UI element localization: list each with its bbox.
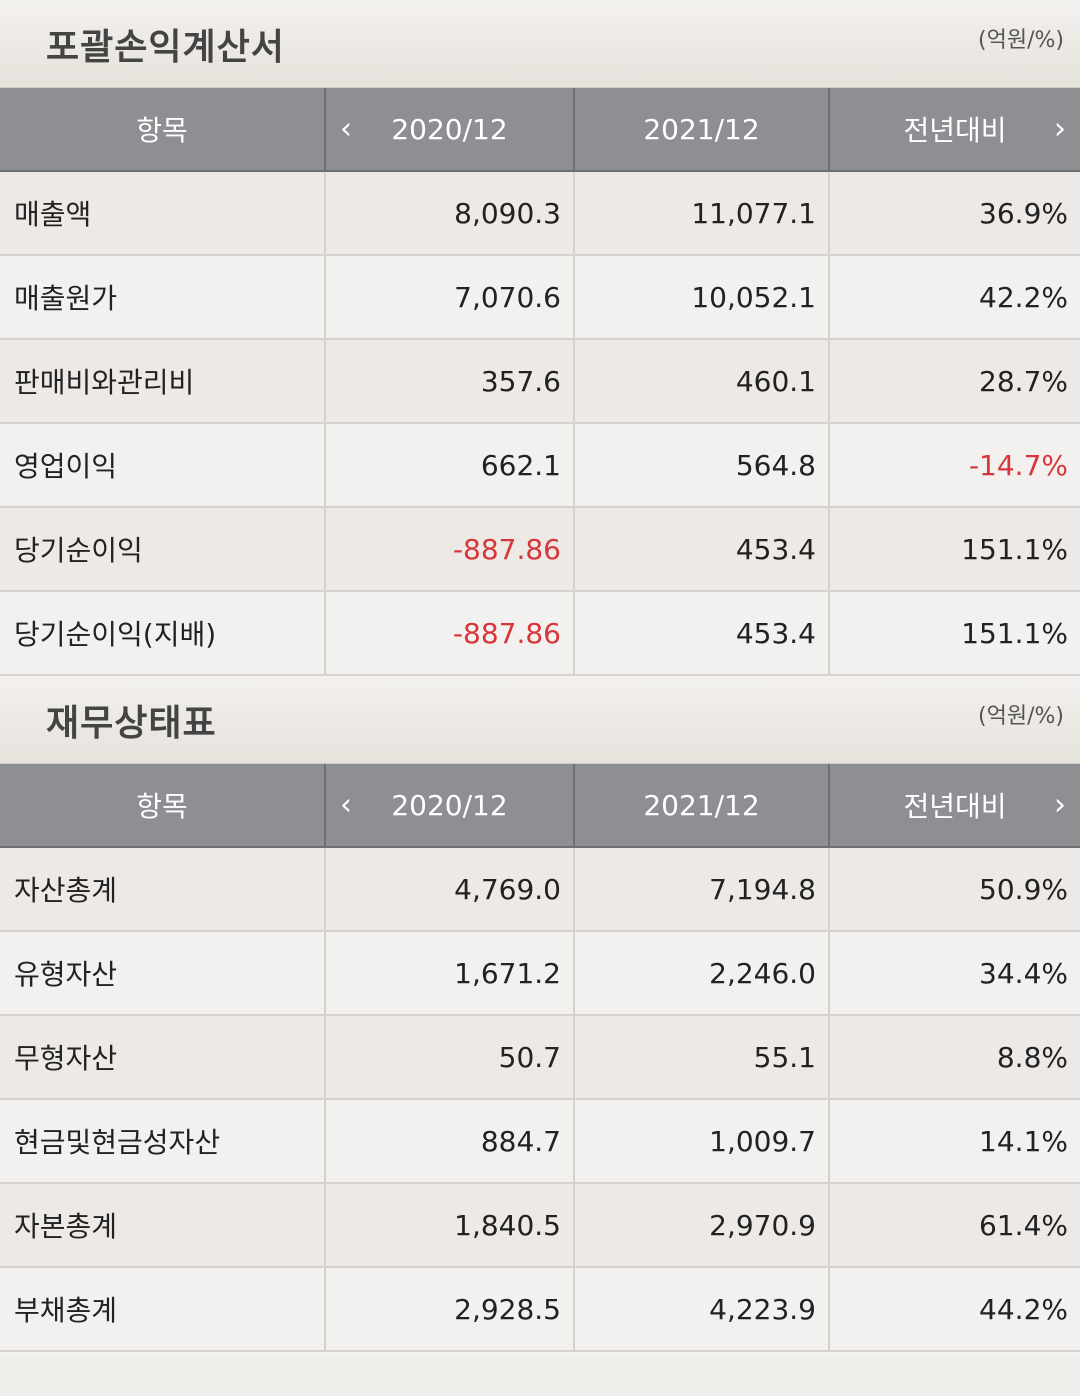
value-2021: 564.8	[573, 423, 829, 508]
table-row: 자산총계 4,769.0 7,194.8 50.9%	[0, 847, 1080, 932]
table-row: 부채총계 2,928.5 4,223.9 44.2%	[0, 1267, 1080, 1352]
table-row: 현금및현금성자산 884.7 1,009.7 14.1%	[0, 1099, 1080, 1184]
table-row: 무형자산 50.7 55.1 8.8%	[0, 1015, 1080, 1100]
value-yoy: 151.1%	[828, 591, 1080, 676]
value-2020: 1,840.5	[324, 1183, 574, 1268]
value-yoy: 50.9%	[828, 847, 1080, 932]
header-yoy: 전년대비 ›	[828, 764, 1080, 848]
balance-section-header: 재무상태표 (억원/%)	[0, 676, 1080, 764]
header-2021-label: 2021/12	[643, 788, 760, 822]
value-yoy: 8.8%	[828, 1015, 1080, 1100]
income-section-header: 포괄손익계산서 (억원/%)	[0, 0, 1080, 88]
value-yoy: 42.2%	[828, 255, 1080, 340]
value-2020: 8,090.3	[324, 171, 574, 256]
value-yoy: 36.9%	[828, 171, 1080, 256]
value-yoy: 151.1%	[828, 507, 1080, 592]
value-yoy: 28.7%	[828, 339, 1080, 424]
income-header-row: 항목 ‹ 2020/12 2021/12 전년대비 ›	[0, 88, 1080, 172]
value-2021: 11,077.1	[573, 171, 829, 256]
row-label: 자본총계	[0, 1183, 325, 1268]
header-item-label: 항목	[136, 114, 188, 147]
value-2021: 4,223.9	[573, 1267, 829, 1352]
row-label: 영업이익	[0, 423, 325, 508]
value-2021: 460.1	[573, 339, 829, 424]
value-2021: 2,246.0	[573, 931, 829, 1016]
value-2020: 4,769.0	[324, 847, 574, 932]
value-2020: 357.6	[324, 339, 574, 424]
value-2021: 453.4	[573, 591, 829, 676]
table-row: 유형자산 1,671.2 2,246.0 34.4%	[0, 931, 1080, 1016]
income-rows: 매출액 8,090.3 11,077.1 36.9% 매출원가 7,070.6 …	[0, 171, 1080, 676]
value-2021: 1,009.7	[573, 1099, 829, 1184]
row-label: 현금및현금성자산	[0, 1099, 325, 1184]
value-2021: 2,970.9	[573, 1183, 829, 1268]
row-label: 부채총계	[0, 1267, 325, 1352]
table-row: 매출액 8,090.3 11,077.1 36.9%	[0, 171, 1080, 256]
header-2021-label: 2021/12	[643, 112, 760, 146]
row-label: 매출액	[0, 171, 325, 256]
balance-title: 재무상태표	[46, 703, 217, 744]
value-yoy: 61.4%	[828, 1183, 1080, 1268]
value-2020: 1,671.2	[324, 931, 574, 1016]
row-label: 당기순이익(지배)	[0, 591, 325, 676]
value-2021: 10,052.1	[573, 255, 829, 340]
header-yoy: 전년대비 ›	[828, 88, 1080, 172]
chevron-right-icon[interactable]: ›	[1054, 111, 1066, 147]
header-yoy-label: 전년대비	[903, 790, 1007, 823]
chevron-left-icon[interactable]: ‹	[340, 787, 352, 823]
value-yoy: 34.4%	[828, 931, 1080, 1016]
header-item-label: 항목	[136, 790, 188, 823]
balance-table: 항목 ‹ 2020/12 2021/12 전년대비 › 자산총계 4,769.0…	[0, 764, 1080, 1352]
value-yoy: -14.7%	[828, 423, 1080, 508]
table-row: 영업이익 662.1 564.8 -14.7%	[0, 423, 1080, 508]
table-row: 당기순이익 -887.86 453.4 151.1%	[0, 507, 1080, 592]
balance-header-row: 항목 ‹ 2020/12 2021/12 전년대비 ›	[0, 764, 1080, 848]
value-2021: 7,194.8	[573, 847, 829, 932]
header-yoy-label: 전년대비	[903, 114, 1007, 147]
income-title: 포괄손익계산서	[46, 27, 285, 68]
header-2020-label: 2020/12	[391, 112, 508, 146]
value-yoy: 44.2%	[828, 1267, 1080, 1352]
value-2020: 50.7	[324, 1015, 574, 1100]
value-2020: 7,070.6	[324, 255, 574, 340]
value-2020: -887.86	[324, 591, 574, 676]
header-2020: ‹ 2020/12	[324, 88, 574, 172]
value-2020: 884.7	[324, 1099, 574, 1184]
value-2021: 453.4	[573, 507, 829, 592]
bottom-spacer	[0, 1352, 1080, 1358]
value-2020: -887.86	[324, 507, 574, 592]
row-label: 자산총계	[0, 847, 325, 932]
table-row: 당기순이익(지배) -887.86 453.4 151.1%	[0, 591, 1080, 676]
header-2021: 2021/12	[573, 764, 829, 848]
chevron-left-icon[interactable]: ‹	[340, 111, 352, 147]
row-label: 판매비와관리비	[0, 339, 325, 424]
row-label: 매출원가	[0, 255, 325, 340]
header-2021: 2021/12	[573, 88, 829, 172]
header-2020-label: 2020/12	[391, 788, 508, 822]
row-label: 당기순이익	[0, 507, 325, 592]
balance-unit: (억원/%)	[978, 704, 1064, 729]
value-2020: 2,928.5	[324, 1267, 574, 1352]
chevron-right-icon[interactable]: ›	[1054, 787, 1066, 823]
balance-rows: 자산총계 4,769.0 7,194.8 50.9% 유형자산 1,671.2 …	[0, 847, 1080, 1352]
table-row: 매출원가 7,070.6 10,052.1 42.2%	[0, 255, 1080, 340]
table-row: 판매비와관리비 357.6 460.1 28.7%	[0, 339, 1080, 424]
value-2021: 55.1	[573, 1015, 829, 1100]
value-yoy: 14.1%	[828, 1099, 1080, 1184]
header-2020: ‹ 2020/12	[324, 764, 574, 848]
row-label: 유형자산	[0, 931, 325, 1016]
header-item: 항목	[0, 764, 325, 848]
table-row: 자본총계 1,840.5 2,970.9 61.4%	[0, 1183, 1080, 1268]
row-label: 무형자산	[0, 1015, 325, 1100]
header-item: 항목	[0, 88, 325, 172]
income-unit: (억원/%)	[978, 28, 1064, 53]
income-table: 항목 ‹ 2020/12 2021/12 전년대비 › 매출액 8,090.3 …	[0, 88, 1080, 676]
value-2020: 662.1	[324, 423, 574, 508]
